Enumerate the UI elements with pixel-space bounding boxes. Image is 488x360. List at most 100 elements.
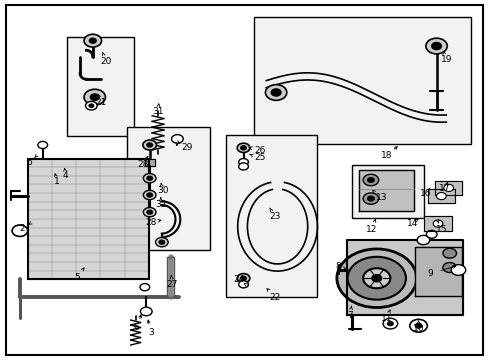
Text: 15: 15 [435, 225, 446, 234]
Circle shape [146, 193, 152, 197]
Polygon shape [424, 216, 451, 231]
Polygon shape [427, 189, 454, 203]
Bar [28, 158, 148, 279]
Circle shape [238, 163, 248, 170]
Text: 28: 28 [138, 161, 149, 170]
Text: 2: 2 [19, 224, 24, 233]
Circle shape [89, 38, 96, 43]
Circle shape [382, 318, 397, 329]
Text: 6: 6 [27, 158, 32, 167]
Text: 16: 16 [419, 189, 430, 198]
Circle shape [443, 184, 453, 192]
Circle shape [371, 275, 381, 282]
Circle shape [89, 104, 94, 108]
Circle shape [432, 220, 442, 227]
Polygon shape [28, 158, 148, 279]
Circle shape [414, 323, 421, 328]
Polygon shape [144, 159, 154, 166]
Circle shape [90, 94, 99, 100]
Circle shape [240, 146, 246, 150]
Circle shape [143, 207, 156, 217]
Circle shape [271, 89, 281, 96]
Polygon shape [434, 181, 461, 195]
Bar [67, 37, 134, 136]
Text: 21: 21 [95, 98, 106, 107]
Circle shape [171, 135, 183, 143]
Circle shape [436, 193, 446, 200]
Circle shape [146, 143, 152, 147]
Circle shape [265, 85, 286, 100]
Circle shape [336, 249, 416, 307]
Circle shape [367, 177, 373, 183]
Text: 26: 26 [254, 146, 265, 155]
Circle shape [409, 319, 427, 332]
Circle shape [347, 257, 405, 300]
Circle shape [386, 321, 392, 326]
Circle shape [431, 42, 441, 50]
Text: 1: 1 [54, 177, 60, 186]
Text: 17: 17 [438, 184, 449, 193]
Text: 24: 24 [233, 275, 244, 284]
Circle shape [363, 268, 389, 288]
Circle shape [237, 274, 249, 283]
Circle shape [146, 210, 152, 214]
Circle shape [155, 238, 168, 247]
Text: 18: 18 [380, 151, 391, 160]
Text: 9: 9 [427, 269, 432, 278]
Circle shape [12, 225, 28, 237]
Text: 6: 6 [133, 323, 139, 332]
Text: 19: 19 [440, 55, 451, 64]
Text: 4: 4 [62, 171, 68, 180]
Text: 11: 11 [380, 314, 391, 323]
Text: 22: 22 [268, 293, 280, 302]
Text: 14: 14 [406, 219, 417, 228]
Polygon shape [346, 240, 462, 315]
Text: 30: 30 [157, 185, 168, 194]
Circle shape [363, 193, 378, 204]
Bar [352, 165, 424, 217]
Circle shape [142, 140, 156, 150]
Text: 5: 5 [74, 273, 80, 282]
Circle shape [146, 176, 152, 180]
Circle shape [159, 240, 164, 244]
Text: 12: 12 [366, 225, 377, 234]
Circle shape [442, 262, 456, 273]
Circle shape [367, 196, 373, 201]
Circle shape [143, 190, 156, 200]
Circle shape [416, 235, 429, 245]
Text: 7: 7 [347, 311, 353, 320]
Bar [225, 135, 317, 297]
Circle shape [238, 281, 248, 288]
Circle shape [426, 230, 436, 238]
Bar [254, 18, 469, 144]
Text: 29: 29 [181, 143, 192, 152]
Circle shape [84, 34, 102, 47]
Text: 27: 27 [166, 280, 178, 289]
Circle shape [84, 89, 105, 105]
Circle shape [240, 276, 246, 280]
Text: 31: 31 [152, 107, 163, 116]
Circle shape [238, 158, 248, 166]
Circle shape [363, 174, 378, 186]
Text: 3: 3 [148, 328, 154, 337]
Bar [126, 127, 210, 249]
Bar [166, 257, 174, 297]
Circle shape [85, 102, 97, 110]
Text: 32: 32 [155, 200, 166, 209]
Circle shape [140, 307, 152, 316]
Circle shape [237, 143, 249, 153]
Text: 8: 8 [334, 262, 340, 271]
Text: 20: 20 [100, 57, 111, 66]
Circle shape [143, 174, 156, 183]
Text: 28: 28 [145, 218, 157, 227]
Text: 10: 10 [412, 324, 424, 333]
Text: 23: 23 [268, 212, 280, 221]
Text: 25: 25 [254, 153, 265, 162]
Polygon shape [358, 170, 413, 211]
Circle shape [450, 265, 465, 275]
Circle shape [140, 284, 149, 291]
Text: 13: 13 [375, 193, 386, 202]
Circle shape [442, 248, 456, 258]
Circle shape [425, 38, 447, 54]
Circle shape [38, 141, 47, 149]
